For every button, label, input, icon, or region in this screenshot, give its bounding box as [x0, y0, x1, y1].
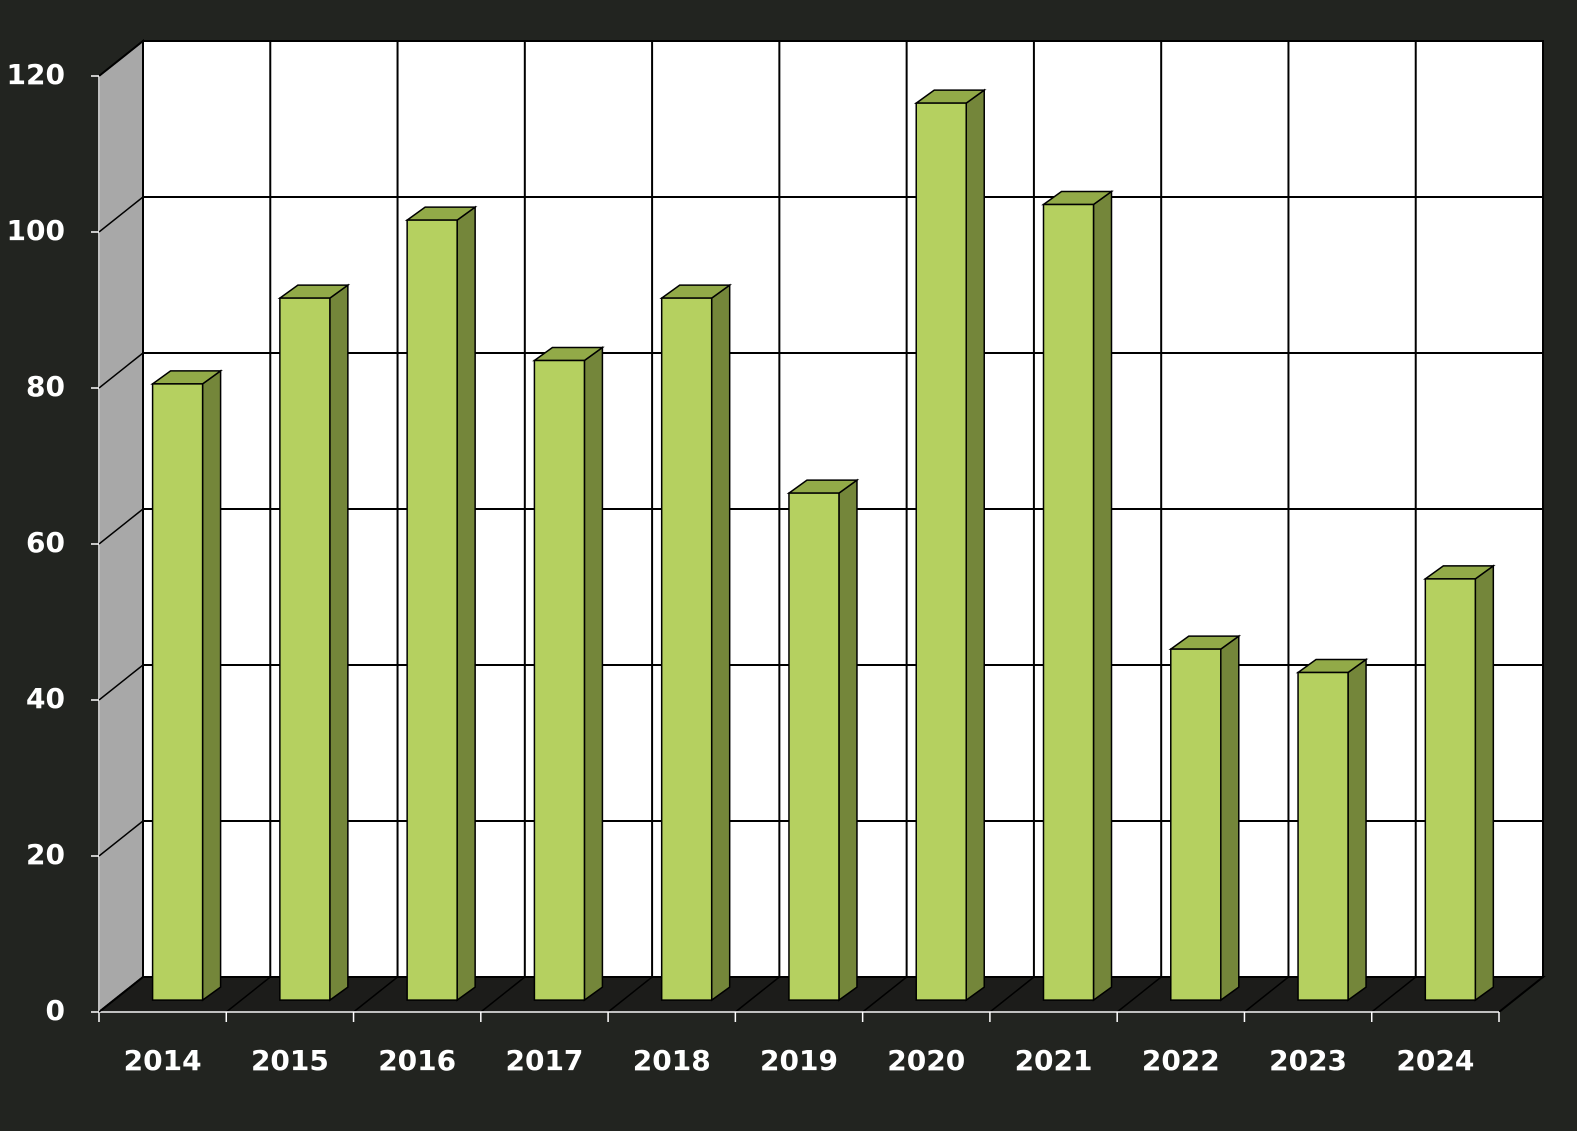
- bar: [660, 297, 713, 1001]
- bar: [788, 492, 840, 1001]
- bar-side: [201, 369, 222, 1002]
- floor-line: [1243, 976, 1289, 1013]
- x-tick-label: 2022: [1142, 1044, 1220, 1077]
- bar: [533, 359, 586, 1001]
- x-tick-label: 2021: [1015, 1044, 1093, 1077]
- x-tick-label: 2015: [251, 1044, 329, 1077]
- x-tick-label: 2020: [887, 1044, 965, 1077]
- bar-side: [329, 283, 349, 1002]
- x-tick-label: 2016: [378, 1044, 456, 1077]
- floor-line: [1498, 976, 1544, 1013]
- bar: [151, 383, 204, 1001]
- x-tick-label: 2019: [760, 1044, 838, 1077]
- y-tick-label: 80: [26, 370, 65, 403]
- x-tick-label: 2017: [505, 1044, 583, 1077]
- floor-line: [1371, 976, 1417, 1013]
- floor-line: [607, 976, 653, 1013]
- floor-line: [989, 976, 1035, 1013]
- y-tick-label: 120: [7, 58, 65, 91]
- bar-side: [965, 88, 985, 1002]
- bar-side: [1220, 634, 1240, 1002]
- floor-line: [1116, 976, 1162, 1013]
- bar-side: [456, 205, 476, 1002]
- bar-side: [1474, 564, 1495, 1002]
- bar-side: [710, 283, 731, 1002]
- side-grid-line: [98, 820, 144, 857]
- bar-side: [583, 346, 604, 1002]
- side-grid-line: [98, 352, 144, 389]
- side-grid-line: [98, 40, 144, 77]
- floor-line: [480, 976, 526, 1013]
- floor-line: [862, 976, 908, 1013]
- side-grid-line: [98, 196, 144, 233]
- bar-side: [1092, 190, 1113, 1002]
- bar: [1424, 578, 1477, 1001]
- x-tick-label: 2014: [124, 1044, 202, 1077]
- y-tick-label: 100: [7, 214, 65, 247]
- bar: [1170, 648, 1222, 1001]
- y-tick-label: 60: [26, 526, 65, 559]
- bar: [1042, 203, 1095, 1001]
- floor-line: [353, 976, 399, 1013]
- bar: [915, 102, 967, 1001]
- x-tick-label: 2023: [1269, 1044, 1347, 1077]
- side-grid-line: [98, 664, 144, 701]
- x-tick-label: 2018: [633, 1044, 711, 1077]
- bar: [1297, 671, 1349, 1001]
- floor-line: [734, 976, 780, 1013]
- bar-side: [838, 478, 858, 1002]
- side-grid-line: [98, 508, 144, 545]
- side-grid-line: [98, 976, 144, 1013]
- bar: [406, 219, 458, 1001]
- bar: [279, 297, 331, 1001]
- x-tick-label: 2024: [1396, 1044, 1474, 1077]
- y-tick-label: 20: [26, 838, 65, 871]
- bar-side: [1347, 658, 1367, 1002]
- floor-line: [225, 976, 271, 1013]
- y-tick-label: 40: [26, 682, 65, 715]
- y-tick-label: 0: [46, 994, 65, 1027]
